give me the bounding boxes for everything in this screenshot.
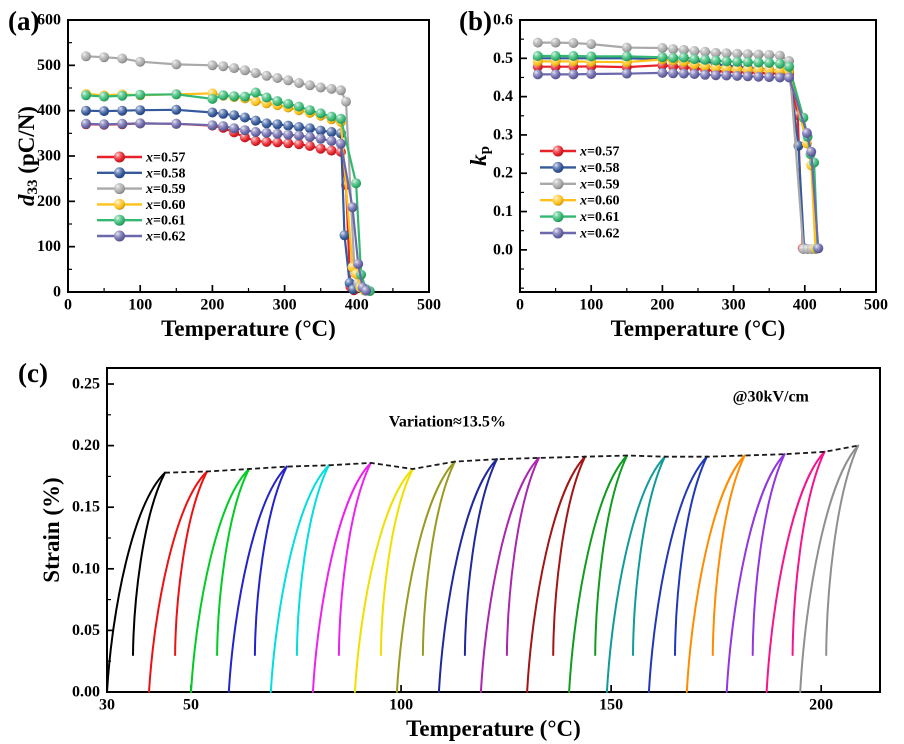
panel-c: 30 50 100 150 200 0.00 0.05 0.10 0.15 0.20 0.25 Tem… (0, 340, 904, 744)
svg-text:x=0.61: x=0.61 (145, 213, 185, 228)
svg-text:x=0.57: x=0.57 (145, 150, 185, 165)
svg-text:0: 0 (516, 296, 524, 313)
svg-text:50: 50 (183, 696, 199, 713)
svg-text:100: 100 (579, 296, 603, 313)
svg-text:300: 300 (273, 296, 297, 313)
svg-text:400: 400 (793, 296, 817, 313)
panel-label-b: (b) (459, 6, 492, 36)
svg-text:200: 200 (650, 296, 674, 313)
panel-b: 0 100 200 300 400 500 0.0 0.1 0.2 0.3 0.4 0.5 0.6 Tem… (452, 0, 904, 341)
chart-b-svg: 0 100 200 300 400 500 0.0 0.1 0.2 0.3 0.4 0.5 0.6 Tem… (466, 12, 889, 341)
svg-text:0.6: 0.6 (493, 12, 513, 29)
svg-text:500: 500 (864, 296, 888, 313)
svg-text:200: 200 (37, 193, 61, 210)
svg-text:100: 100 (389, 696, 413, 713)
svg-text:0.00: 0.00 (72, 684, 100, 701)
svg-text:500: 500 (417, 296, 441, 313)
svg-text:d33 (pC/N): d33 (pC/N) (14, 106, 42, 206)
svg-text:x=0.59: x=0.59 (145, 182, 185, 197)
svg-text:x=0.58: x=0.58 (145, 166, 185, 181)
svg-text:0.0: 0.0 (493, 241, 513, 258)
panel-label-a: (a) (8, 6, 40, 36)
svg-text:x=0.58: x=0.58 (579, 160, 619, 175)
svg-text:kp: kp (466, 146, 494, 166)
svg-text:x=0.62: x=0.62 (145, 229, 185, 244)
svg-text:x=0.60: x=0.60 (145, 197, 185, 212)
svg-text:Temperature (°C): Temperature (°C) (161, 316, 336, 340)
svg-text:0.25: 0.25 (72, 376, 100, 393)
chart-c-svg: 30 50 100 150 200 0.00 0.05 0.10 0.15 0.20 0.25 Tem… (39, 367, 881, 741)
svg-text:x=0.62: x=0.62 (579, 226, 619, 241)
svg-text:0: 0 (64, 296, 72, 313)
svg-text:x=0.59: x=0.59 (579, 177, 619, 192)
svg-text:400: 400 (345, 296, 369, 313)
svg-text:Strain (%): Strain (%) (39, 477, 64, 582)
svg-text:400: 400 (37, 102, 61, 119)
svg-text:0.4: 0.4 (493, 88, 513, 105)
svg-text:0.20: 0.20 (72, 437, 100, 454)
svg-text:500: 500 (37, 57, 61, 74)
svg-text:x=0.57: x=0.57 (579, 144, 619, 159)
svg-text:0.1: 0.1 (493, 203, 513, 220)
svg-text:200: 200 (200, 296, 224, 313)
chart-a-svg: 0 100 200 300 400 500 0 100 200 300 400 500 600 Tempe… (14, 12, 442, 341)
svg-text:100: 100 (128, 296, 152, 313)
svg-text:0.3: 0.3 (493, 126, 513, 143)
svg-text:0: 0 (53, 284, 61, 301)
svg-text:300: 300 (37, 148, 61, 165)
svg-text:0.2: 0.2 (493, 165, 513, 182)
svg-text:Variation≈13.5%: Variation≈13.5% (389, 414, 506, 431)
svg-text:0.05: 0.05 (72, 622, 100, 639)
panel-a: 0 100 200 300 400 500 0 100 200 300 400 500 600 Tempe… (0, 0, 452, 341)
svg-text:200: 200 (809, 696, 833, 713)
svg-text:150: 150 (599, 696, 623, 713)
svg-text:100: 100 (37, 238, 61, 255)
svg-text:0.15: 0.15 (72, 499, 100, 516)
panel-label-c: (c) (18, 358, 48, 388)
svg-text:300: 300 (722, 296, 746, 313)
svg-text:@30kV/cm: @30kV/cm (733, 388, 810, 405)
svg-text:x=0.61: x=0.61 (579, 210, 619, 225)
svg-text:Temperature (°C): Temperature (°C) (611, 316, 786, 340)
svg-text:0.5: 0.5 (493, 50, 513, 67)
svg-text:x=0.60: x=0.60 (579, 193, 619, 208)
svg-text:30: 30 (99, 696, 115, 713)
svg-text:Temperature (°C): Temperature (°C) (406, 716, 581, 741)
svg-text:0.10: 0.10 (72, 560, 100, 577)
svg-text:600: 600 (37, 12, 61, 29)
